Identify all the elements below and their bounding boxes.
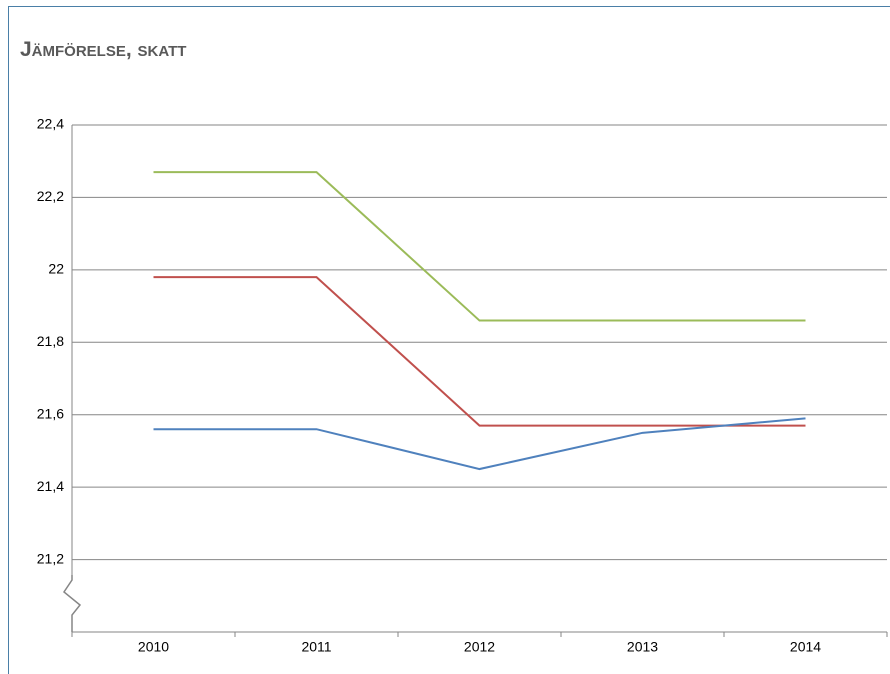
y-tick-label: 21,4 <box>37 478 64 494</box>
y-tick-label: 22,4 <box>37 116 64 132</box>
series-line <box>153 276 806 427</box>
y-tick-label: 21,2 <box>37 550 64 566</box>
y-tick-label: 21,6 <box>37 405 64 421</box>
y-tick-label: 22,2 <box>37 188 64 204</box>
chart-title: Jämförelse, skatt <box>20 38 186 61</box>
x-tick-label: 2011 <box>301 639 331 655</box>
frame <box>8 6 890 674</box>
series-line <box>153 417 806 471</box>
x-tick-label: 2013 <box>627 639 658 655</box>
x-tick-label: 2010 <box>138 639 169 655</box>
axis-break <box>62 575 82 632</box>
x-tick-label: 2012 <box>464 639 495 655</box>
series-line <box>153 171 806 322</box>
y-tick-label: 21,8 <box>37 333 64 349</box>
y-tick-label: 22 <box>48 261 64 277</box>
x-tick-label: 2014 <box>790 639 821 655</box>
